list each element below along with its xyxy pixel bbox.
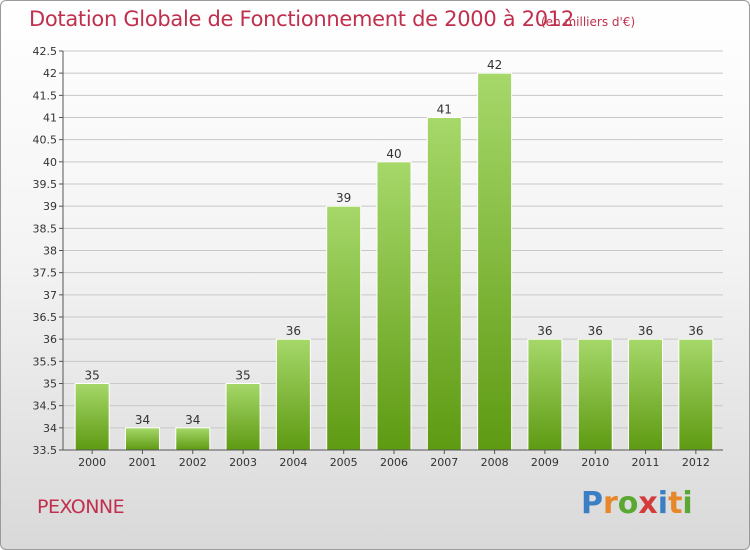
x-tick-label: 2000 bbox=[78, 456, 106, 469]
logo-letter: r bbox=[603, 486, 618, 521]
bar-value-label: 40 bbox=[386, 147, 401, 161]
proxiti-logo[interactable]: Proxiti bbox=[581, 486, 693, 521]
bar-value-label: 34 bbox=[135, 413, 150, 427]
x-tick-label: 2002 bbox=[179, 456, 207, 469]
bar-value-label: 36 bbox=[688, 324, 703, 338]
bar-value-label: 42 bbox=[487, 58, 502, 72]
bar-2010 bbox=[577, 338, 613, 451]
y-tick-label: 34 bbox=[43, 422, 57, 435]
bar-value-label: 39 bbox=[336, 191, 351, 205]
bar-value-label: 36 bbox=[537, 324, 552, 338]
x-tick-label: 2003 bbox=[229, 456, 257, 469]
logo-letter: i bbox=[657, 486, 669, 521]
bar-value-label: 35 bbox=[235, 369, 250, 383]
y-tick-label: 38.5 bbox=[33, 222, 58, 235]
bar-2012 bbox=[678, 338, 714, 451]
y-tick-label: 39 bbox=[43, 200, 57, 213]
logo-letter: o bbox=[617, 486, 639, 521]
bar-2003 bbox=[225, 383, 261, 451]
x-tick-label: 2004 bbox=[279, 456, 307, 469]
logo-letter: x bbox=[638, 486, 658, 521]
bar-value-label: 35 bbox=[85, 369, 100, 383]
bar-2004 bbox=[275, 338, 311, 451]
x-tick-label: 2010 bbox=[581, 456, 609, 469]
x-tick-label: 2011 bbox=[632, 456, 660, 469]
y-tick-label: 35.5 bbox=[33, 355, 58, 368]
y-tick-label: 36 bbox=[43, 333, 57, 346]
logo-letter: i bbox=[682, 486, 693, 521]
bar-value-label: 34 bbox=[185, 413, 200, 427]
bar-2000 bbox=[74, 383, 110, 451]
bar-value-label: 36 bbox=[588, 324, 603, 338]
y-tick-label: 40 bbox=[43, 156, 57, 169]
bar-2011 bbox=[628, 338, 664, 451]
y-tick-label: 37 bbox=[43, 289, 57, 302]
y-tick-label: 40.5 bbox=[33, 134, 58, 147]
commune-name: PEXONNE bbox=[37, 496, 125, 518]
logo-letter: t bbox=[668, 486, 683, 521]
y-tick-label: 41 bbox=[43, 112, 57, 125]
logo-letter: P bbox=[581, 486, 603, 521]
y-tick-label: 33.5 bbox=[33, 444, 58, 457]
y-tick-label: 36.5 bbox=[33, 311, 58, 324]
bars-layer: 35 34 34 35 36 39 40 41 42 36 36 36 36 bbox=[74, 58, 714, 451]
y-tick-label: 42.5 bbox=[33, 45, 58, 58]
axis-layer: 33.5 34 34.5 35 35.5 36 36.5 37 37.5 38 38.5 39 39.5… bbox=[33, 45, 723, 469]
bar-2007 bbox=[426, 117, 462, 451]
x-tick-label: 2012 bbox=[682, 456, 710, 469]
y-tick-label: 41.5 bbox=[33, 89, 58, 102]
x-tick-label: 2005 bbox=[330, 456, 358, 469]
bar-value-label: 36 bbox=[638, 324, 653, 338]
y-tick-label: 35 bbox=[43, 378, 57, 391]
bar-2001 bbox=[124, 427, 160, 451]
y-tick-label: 34.5 bbox=[33, 400, 58, 413]
chart-unit: (en milliers d'€) bbox=[541, 15, 636, 29]
bar-value-label: 36 bbox=[286, 324, 301, 338]
x-tick-label: 2009 bbox=[531, 456, 559, 469]
x-tick-label: 2007 bbox=[430, 456, 458, 469]
bar-2006 bbox=[376, 161, 412, 451]
y-tick-label: 37.5 bbox=[33, 267, 58, 280]
bar-2002 bbox=[175, 427, 211, 451]
x-tick-label: 2001 bbox=[128, 456, 156, 469]
x-tick-label: 2006 bbox=[380, 456, 408, 469]
y-tick-label: 39.5 bbox=[33, 178, 58, 191]
bar-2005 bbox=[326, 205, 362, 451]
y-tick-label: 38 bbox=[43, 245, 57, 258]
x-tick-label: 2008 bbox=[481, 456, 509, 469]
bar-2009 bbox=[527, 338, 563, 451]
bar-value-label: 41 bbox=[437, 103, 452, 117]
chart-title: Dotation Globale de Fonctionnement de 20… bbox=[29, 7, 574, 31]
bar-2008 bbox=[477, 72, 513, 451]
y-tick-label: 42 bbox=[43, 67, 57, 80]
